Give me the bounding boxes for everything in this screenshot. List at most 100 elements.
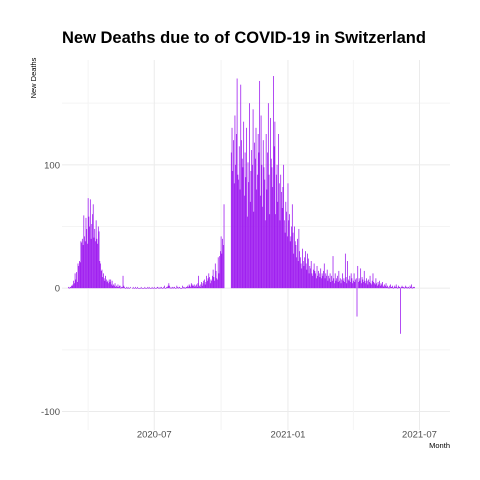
bar [257,174,258,289]
bar [114,283,116,289]
bar [148,286,150,289]
bar [383,286,385,289]
bar [330,282,332,289]
bar [212,269,214,289]
bar [288,220,290,289]
bar [198,285,200,289]
bar [282,187,284,289]
bar [132,286,134,289]
bar [167,285,169,289]
bar [339,280,340,289]
bar [305,251,306,289]
bar [171,288,173,289]
bar [137,288,139,289]
bar [387,286,389,289]
bar [348,280,350,289]
bar [355,279,356,289]
bar [148,288,149,289]
bar [140,288,141,289]
bar [177,286,178,289]
bar [139,288,141,289]
bar [108,283,109,289]
bar [317,275,319,289]
bar [235,134,237,289]
bar [259,195,261,289]
bar [80,241,82,289]
bar [365,283,367,289]
bar [391,286,393,289]
bar [400,288,401,334]
bar [170,286,172,289]
bar [342,273,343,289]
bar [173,286,175,289]
bar [279,220,281,289]
bar [138,288,140,289]
bar [403,286,404,289]
bar [157,286,159,289]
bar [377,282,379,289]
bar [252,109,254,289]
bar [371,280,373,289]
bar [185,288,186,289]
bar [158,288,160,289]
bar [223,204,225,289]
bar [92,204,94,289]
bar [115,286,117,289]
bar [215,270,217,289]
bar [69,286,71,289]
bar [411,288,413,289]
bar [86,228,88,289]
bar [182,286,184,289]
bar [332,256,334,289]
bar [183,288,185,289]
bar [299,257,301,289]
bar [312,275,314,289]
bar [281,208,283,289]
bar [92,214,93,289]
bar [81,242,83,289]
bar [360,283,362,289]
bar [251,164,253,289]
bar [234,115,236,289]
bar [368,279,370,289]
bar [89,226,91,289]
bar [165,288,167,289]
y-tick-labels: -100 0 100 [41,160,60,418]
bar [352,283,354,289]
bar [146,288,148,289]
bar [192,285,194,289]
bar [116,285,117,289]
bar [83,215,85,289]
bar [107,280,109,289]
bar [68,288,70,289]
bar [363,270,365,289]
bar [374,283,375,289]
bar [395,284,397,289]
bar [153,288,154,289]
bar [246,216,248,289]
bar [72,284,74,289]
bar [217,257,219,289]
bar [363,282,364,289]
bar [328,278,330,289]
bar [250,171,252,289]
bar [189,285,191,289]
bar [110,279,112,289]
bar [313,263,315,289]
bar [265,220,266,289]
bar [235,164,237,289]
bar [212,275,213,289]
bar [286,236,288,289]
bar [178,286,180,289]
bar [70,286,72,289]
bar [127,286,129,289]
bar [390,286,392,289]
bar [90,238,92,289]
bar [121,286,123,289]
bar [129,288,130,289]
bar [413,286,415,289]
bar [123,285,125,289]
bar [276,164,278,289]
bar [342,280,344,289]
